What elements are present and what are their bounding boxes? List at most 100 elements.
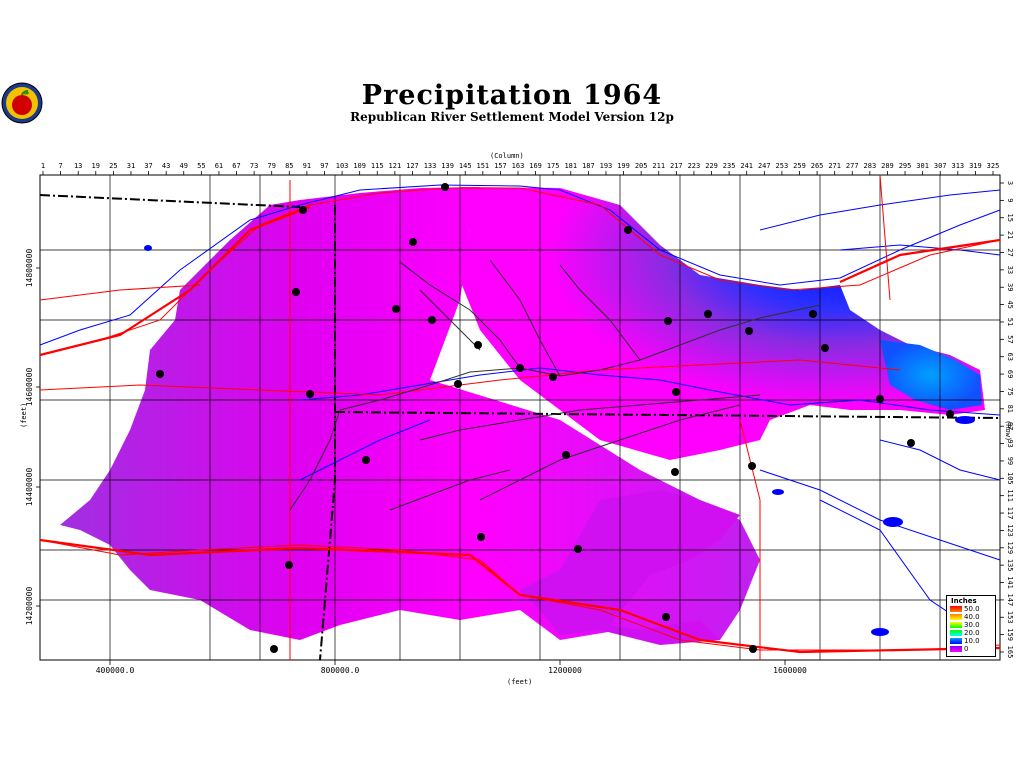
column-tick-label: 61 <box>215 162 223 170</box>
column-tick-label: 145 <box>459 162 472 170</box>
x-feet-tick-label: 800000.0 <box>321 666 360 675</box>
column-tick-label: 151 <box>476 162 489 170</box>
column-tick-label: 133 <box>424 162 437 170</box>
column-tick-label: 277 <box>846 162 859 170</box>
legend-label: 20.0 <box>964 629 980 637</box>
row-tick-label: 105 <box>1006 472 1014 485</box>
column-tick-label: 37 <box>144 162 152 170</box>
column-tick-label: 175 <box>547 162 560 170</box>
interstates <box>39 205 1001 654</box>
column-tick-label: 43 <box>162 162 170 170</box>
row-tick-label: 159 <box>1006 628 1014 641</box>
column-tick-label: 19 <box>92 162 100 170</box>
column-tick-label: 79 <box>267 162 275 170</box>
column-tick-label: 241 <box>740 162 753 170</box>
legend-swatch <box>950 614 962 620</box>
row-tick-label: 153 <box>1006 611 1014 624</box>
reservoirs <box>144 245 975 636</box>
legend-swatch <box>950 638 962 644</box>
row-tick-label: 123 <box>1006 524 1014 537</box>
x-feet-tick-label: 400000.0 <box>96 666 135 675</box>
column-tick-label: 109 <box>353 162 366 170</box>
column-tick-label: 271 <box>828 162 841 170</box>
legend-label: 0 <box>964 645 969 653</box>
column-tick-label: 73 <box>250 162 258 170</box>
row-tick-label: 99 <box>1006 457 1014 465</box>
column-tick-label: 319 <box>969 162 982 170</box>
column-tick-label: 127 <box>406 162 419 170</box>
column-axis: 1 7 13 19 25 31 37 43 49 55 61 67 73 79 85 91 97 103 109 11… <box>41 162 999 175</box>
x-feet-tick-label: 1600000 <box>773 666 807 675</box>
precip-region-high <box>460 187 985 460</box>
row-tick-label: 81 <box>1006 405 1014 413</box>
column-tick-label: 7 <box>58 162 62 170</box>
legend-entry: 0 <box>950 645 995 653</box>
row-tick-label: 21 <box>1006 231 1014 239</box>
y-feet-axis: 14800000 14600000 14400000 14200000 <box>25 249 40 626</box>
legend-entry: 10.0 <box>950 637 995 645</box>
column-tick-label: 253 <box>776 162 789 170</box>
row-tick-label: 117 <box>1006 507 1014 520</box>
column-tick-label: 157 <box>494 162 507 170</box>
row-tick-label: 129 <box>1006 541 1014 554</box>
row-tick-label: 141 <box>1006 576 1014 589</box>
column-tick-label: 181 <box>564 162 577 170</box>
y-feet-tick-label: 14200000 <box>25 587 34 626</box>
column-axis-label: (Column) <box>490 152 524 160</box>
legend-entry: 50.0 <box>950 605 995 613</box>
legend-swatch <box>950 630 962 636</box>
row-tick-label: 15 <box>1006 214 1014 222</box>
column-tick-label: 91 <box>303 162 311 170</box>
column-tick-label: 55 <box>197 162 205 170</box>
column-tick-label: 301 <box>916 162 929 170</box>
column-tick-label: 49 <box>180 162 188 170</box>
precip-region-south-lobe <box>520 490 740 645</box>
roads <box>39 174 1001 660</box>
x-feet-axis-label: (feet) <box>507 678 533 686</box>
column-tick-label: 205 <box>635 162 648 170</box>
row-tick-label: 3 <box>1006 181 1014 185</box>
column-tick-label: 211 <box>652 162 665 170</box>
row-tick-label: 51 <box>1006 318 1014 326</box>
rivers <box>39 184 1001 641</box>
column-tick-label: 235 <box>723 162 736 170</box>
column-tick-label: 103 <box>336 162 349 170</box>
column-tick-label: 229 <box>705 162 718 170</box>
y-feet-axis-label: (feet) <box>20 402 28 428</box>
y-feet-tick-label: 14800000 <box>25 249 34 288</box>
column-tick-label: 247 <box>758 162 771 170</box>
column-tick-label: 97 <box>320 162 328 170</box>
legend-swatch <box>950 622 962 628</box>
x-feet-axis: 400000.0 800000.0 1200000 1600000 <box>96 660 807 675</box>
column-tick-label: 199 <box>617 162 630 170</box>
legend-entry: 20.0 <box>950 629 995 637</box>
legend-label: 30.0 <box>964 621 980 629</box>
legend-title: Inches <box>951 597 977 605</box>
column-tick-label: 163 <box>512 162 525 170</box>
row-tick-label: 87 <box>1006 422 1014 430</box>
row-axis: 3915212733394551576369758187939910511111… <box>1000 181 1014 658</box>
precip-region-cyan <box>880 340 982 410</box>
column-tick-label: 121 <box>389 162 402 170</box>
row-tick-label: 111 <box>1006 489 1014 502</box>
column-tick-label: 115 <box>371 162 384 170</box>
row-tick-label: 57 <box>1006 335 1014 343</box>
column-tick-label: 13 <box>74 162 82 170</box>
row-tick-label: 27 <box>1006 248 1014 256</box>
column-tick-label: 25 <box>109 162 117 170</box>
column-tick-label: 217 <box>670 162 683 170</box>
map-title: Precipitation 1964 <box>361 80 663 111</box>
legend-entry: 40.0 <box>950 613 995 621</box>
column-tick-label: 187 <box>582 162 595 170</box>
row-tick-label: 33 <box>1006 266 1014 274</box>
column-tick-label: 169 <box>529 162 542 170</box>
column-tick-label: 307 <box>934 162 947 170</box>
column-tick-label: 31 <box>127 162 135 170</box>
legend-label: 10.0 <box>964 637 980 645</box>
weather-stations[interactable] <box>156 183 954 653</box>
y-feet-tick-label: 14600000 <box>25 368 34 407</box>
legend-swatch <box>950 646 962 652</box>
model-streams <box>289 259 821 511</box>
column-tick-label: 265 <box>811 162 824 170</box>
